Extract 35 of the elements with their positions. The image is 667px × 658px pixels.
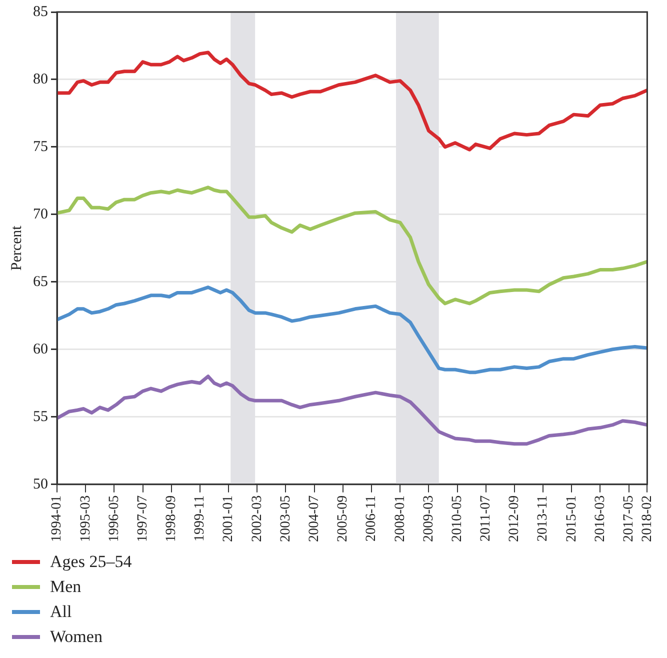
x-tick-label: 1998-09 bbox=[164, 495, 180, 542]
x-tick-label: 2017-05 bbox=[621, 495, 636, 542]
legend-label: Women bbox=[50, 626, 102, 646]
y-tick-label: 75 bbox=[33, 138, 48, 155]
y-tick-label: 55 bbox=[33, 408, 48, 425]
x-tick-label: 2011-07 bbox=[478, 495, 494, 542]
x-tick-label: 2018-02 bbox=[640, 495, 655, 542]
x-tick-label: 2015-01 bbox=[564, 495, 580, 542]
x-tick-label: 2012-09 bbox=[507, 495, 522, 542]
y-tick-label: 80 bbox=[33, 71, 48, 88]
x-tick-label: 2013-11 bbox=[536, 495, 551, 542]
legend-label: All bbox=[50, 602, 72, 622]
y-tick-label: 70 bbox=[33, 206, 48, 222]
x-tick-label: 1996-05 bbox=[106, 495, 122, 542]
x-tick-label: 2004-07 bbox=[306, 495, 322, 542]
y-tick-label: 60 bbox=[33, 341, 48, 358]
x-tick-label: 2002-03 bbox=[250, 495, 265, 542]
y-axis-title: Percent bbox=[8, 224, 25, 271]
x-tick-label: 2010-05 bbox=[450, 495, 465, 542]
x-tick-label: 1997-07 bbox=[135, 495, 150, 542]
x-tick-label: 2001-01 bbox=[221, 495, 236, 542]
x-tick-label: 2006-11 bbox=[364, 495, 380, 542]
x-tick-label: 2016-03 bbox=[592, 495, 608, 542]
x-tick-label: 1994-01 bbox=[50, 495, 65, 542]
x-tick-label: 1995-03 bbox=[78, 495, 94, 542]
x-tick-label: 1999-11 bbox=[192, 495, 208, 542]
x-tick-label: 2003-05 bbox=[278, 495, 294, 542]
legend-label: Men bbox=[50, 576, 82, 596]
y-tick-label: 85 bbox=[33, 4, 48, 20]
x-tick-label: 2008-01 bbox=[392, 495, 408, 542]
x-tick-label: 2005-09 bbox=[336, 495, 351, 542]
x-tick-label: 2009-03 bbox=[421, 495, 436, 542]
legend-label: Ages 25–54 bbox=[50, 552, 132, 572]
y-tick-label: 65 bbox=[33, 274, 48, 290]
y-tick-label: 50 bbox=[33, 476, 48, 492]
